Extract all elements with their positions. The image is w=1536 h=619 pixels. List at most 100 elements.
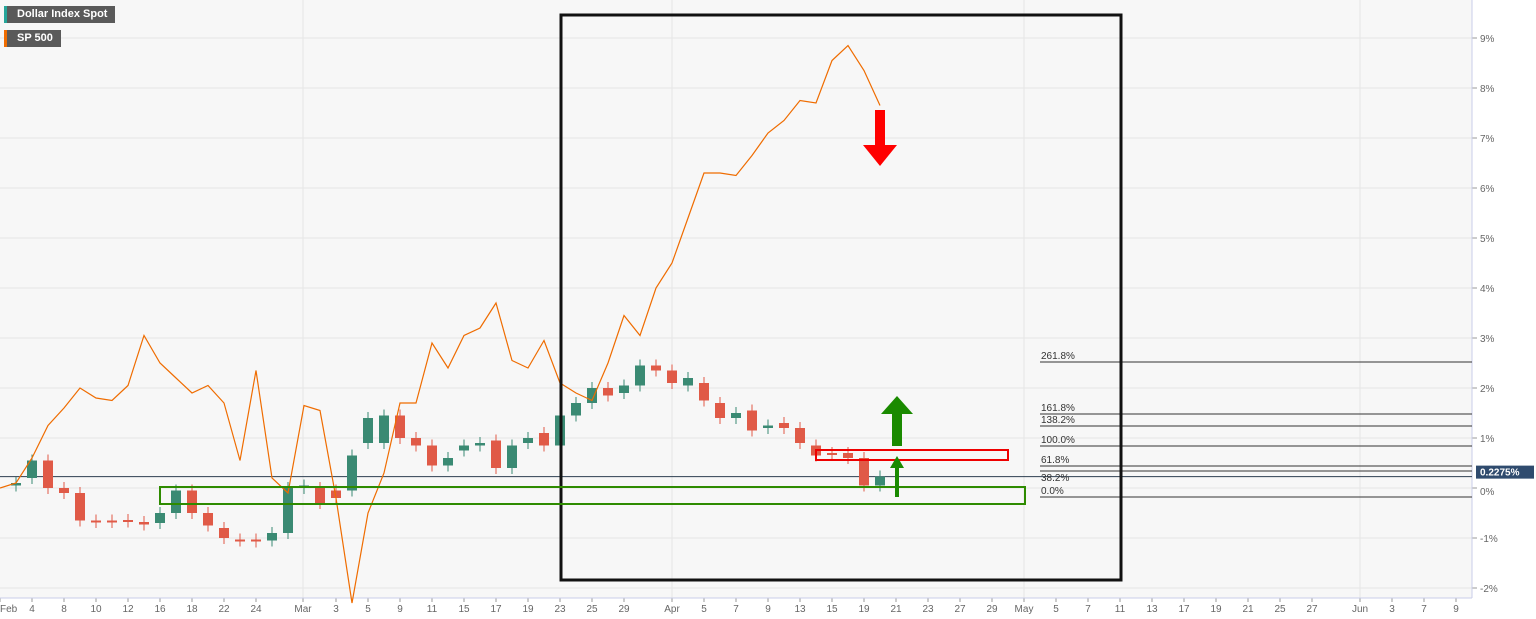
sp500-line (0, 44, 881, 604)
x-tick-label: 11 (1115, 604, 1126, 615)
y-tick-label: 8% (1480, 84, 1495, 95)
legend-sp500[interactable]: SP 500 (4, 30, 61, 47)
candle-body (11, 483, 21, 486)
candle-body (491, 440, 501, 468)
candle-body (91, 520, 101, 523)
fib-label: 100.0% (1041, 435, 1075, 446)
x-tick-label: 23 (922, 604, 934, 615)
y-tick-label: 5% (1480, 234, 1495, 245)
x-tick-label: 13 (1146, 604, 1158, 615)
x-tick-label: 15 (458, 604, 470, 615)
fib-label: 161.8% (1041, 403, 1075, 414)
fib-label: 138.2% (1041, 415, 1075, 426)
candle-body (331, 490, 341, 498)
current-value-badge (1476, 465, 1534, 479)
x-tick-label: 22 (218, 604, 230, 615)
candle-body (283, 488, 293, 533)
y-tick-label: 2% (1480, 384, 1495, 395)
candle-body (395, 415, 405, 438)
candle-body (651, 365, 661, 371)
candle-body (59, 488, 69, 493)
x-tick-label: 7 (733, 604, 739, 615)
x-tick-label: 25 (1274, 604, 1286, 615)
candle-body (267, 533, 277, 541)
candle-body (571, 403, 581, 416)
candle-body (715, 403, 725, 418)
x-tick-label: 29 (618, 604, 630, 615)
candle-body (235, 539, 245, 542)
x-tick-label: 29 (986, 604, 998, 615)
legend-dollar-index[interactable]: Dollar Index Spot (4, 6, 116, 23)
x-tick-label: May (1015, 604, 1034, 615)
x-tick-label: 21 (890, 604, 902, 615)
candle-body (635, 365, 645, 386)
candle-body (187, 490, 197, 513)
x-tick-label: 19 (1210, 604, 1222, 615)
x-tick-label: 10 (90, 604, 102, 615)
support-zone (159, 486, 1026, 505)
down-arrow-icon (863, 110, 897, 166)
candle-body (315, 488, 325, 503)
x-tick-label: 9 (397, 604, 403, 615)
x-tick-label: 27 (954, 604, 966, 615)
candle-body (667, 370, 677, 383)
x-tick-label: 23 (554, 604, 566, 615)
x-tick-label: 8 (61, 604, 67, 615)
candle-body (27, 460, 37, 478)
x-tick-label: 17 (490, 604, 502, 615)
x-tick-label: 19 (522, 604, 534, 615)
x-tick-label: 3 (1389, 604, 1395, 615)
candle-body (859, 458, 869, 486)
candle-body (171, 490, 181, 513)
x-tick-label: 19 (858, 604, 870, 615)
plot-area (0, 0, 1472, 598)
y-tick-label: 0% (1480, 487, 1495, 498)
candle-body (619, 385, 629, 393)
x-tick-label: 27 (1306, 604, 1318, 615)
candle-body (459, 445, 469, 451)
candle-body (251, 539, 261, 542)
candle-body (75, 493, 85, 521)
x-tick-label: 15 (826, 604, 838, 615)
fib-label: 261.8% (1041, 351, 1075, 362)
candle-body (443, 458, 453, 466)
candle-body (875, 476, 885, 486)
candle-body (747, 410, 757, 431)
x-tick-label: Apr (664, 604, 680, 615)
x-tick-label: 17 (1178, 604, 1190, 615)
x-tick-label: 11 (427, 604, 438, 615)
small-up-arrow-icon (890, 456, 904, 497)
x-tick-label: 12 (122, 604, 134, 615)
candle-body (379, 415, 389, 443)
resistance-zone (815, 449, 1009, 461)
x-tick-label: Mar (294, 604, 312, 615)
x-tick-label: 3 (333, 604, 339, 615)
candle-body (363, 418, 373, 443)
y-tick-label: 9% (1480, 34, 1495, 45)
candle-body (107, 520, 117, 523)
y-tick-label: 1% (1480, 434, 1495, 445)
fib-label: 38.2% (1041, 473, 1069, 484)
x-tick-label: 9 (1453, 604, 1459, 615)
candle-body (843, 453, 853, 458)
candle-body (427, 445, 437, 466)
candle-body (683, 378, 693, 386)
x-tick-label: 21 (1242, 604, 1254, 615)
candle-body (219, 528, 229, 538)
candle-body (123, 520, 133, 522)
x-tick-label: Feb (0, 604, 18, 615)
candle-body (603, 388, 613, 396)
x-tick-label: 25 (586, 604, 598, 615)
y-tick-label: -2% (1480, 584, 1498, 595)
y-tick-label: 3% (1480, 334, 1495, 345)
y-tick-label: 4% (1480, 284, 1495, 295)
x-tick-label: 16 (154, 604, 166, 615)
x-tick-label: 13 (794, 604, 806, 615)
current-value-label: 0.2275% (1480, 468, 1520, 479)
candle-body (43, 460, 53, 488)
candle-body (539, 433, 549, 446)
candle-body (155, 513, 165, 523)
candle-body (507, 445, 517, 468)
x-tick-label: 7 (1085, 604, 1091, 615)
fib-label: 61.8% (1041, 455, 1069, 466)
